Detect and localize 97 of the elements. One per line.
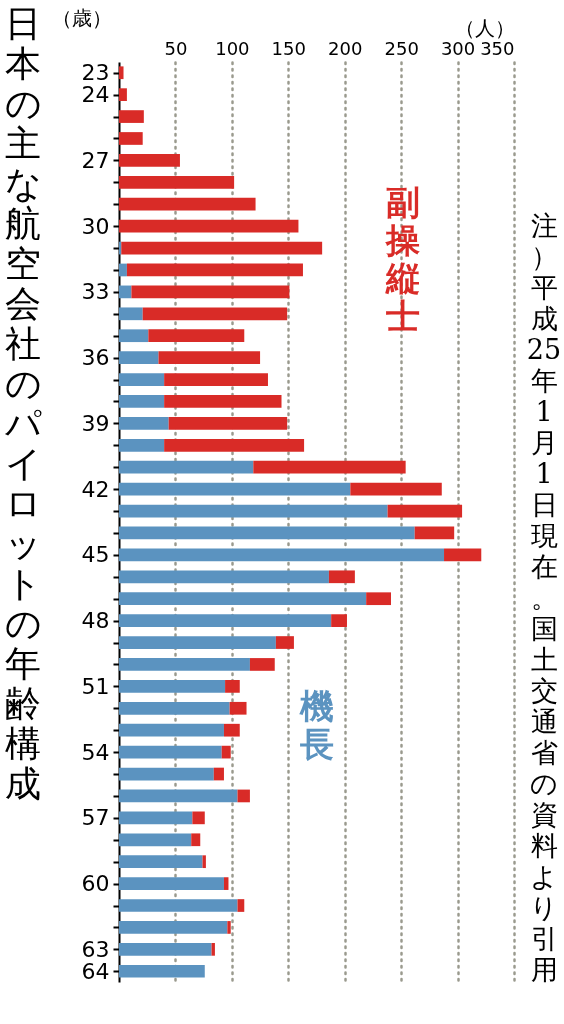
bar [119,351,159,364]
y-tick-label: 42 [81,476,110,502]
y-tick-label: 27 [81,147,110,173]
bar [119,592,367,606]
bar [119,175,235,189]
bar [227,921,231,934]
bar [148,329,245,343]
bar [249,658,275,671]
bar [275,636,294,649]
y-tick-label: 36 [81,345,110,371]
y-tick-label: 51 [81,673,110,699]
bar [119,482,351,496]
bar [119,417,169,430]
bar [119,395,165,408]
chart-title: 日本の主な航空会社のパイロットの年齢構成 [4,3,42,804]
series-label: 副操縦士 [385,182,421,337]
bar [119,877,224,890]
bar [119,899,238,912]
bar [119,658,250,671]
y-tick-label: 39 [81,410,110,436]
bar [444,548,482,562]
bar [414,526,455,540]
bar [237,899,245,912]
bar [168,417,288,430]
y-tick-label: 45 [81,542,110,568]
bar [164,395,282,408]
bar [191,833,201,847]
y-tick-label: 60 [81,871,110,897]
bar [223,723,240,737]
bar [119,636,276,649]
bar [158,351,261,364]
bar [119,680,226,693]
bar [253,460,406,474]
bar [131,285,290,299]
bar [119,833,192,847]
bar [119,132,143,145]
x-tick-label: 200 [328,37,363,59]
bar [119,110,144,123]
bar [119,921,228,934]
bar [119,767,214,781]
bar [202,855,206,869]
bar [223,877,229,890]
bar [164,438,305,452]
bar [119,745,222,759]
x-tick-label: 250 [384,37,419,59]
bar [119,504,388,518]
bar [119,942,212,956]
bar [119,373,165,386]
bar [119,723,224,737]
bar [119,88,127,102]
y-tick-label: 48 [81,608,110,634]
bar [119,197,256,211]
bar [142,307,288,321]
bar [328,570,355,584]
bar [119,811,193,825]
bar [119,285,132,299]
bar [387,504,463,518]
bar [119,789,238,803]
bar [331,614,347,627]
bar [119,263,127,277]
bar [225,680,240,693]
bar [211,942,215,956]
y-tick-label: 33 [81,279,110,305]
bar [119,855,203,869]
bar [119,614,332,627]
x-axis-title: （人） [454,15,515,40]
bar [119,460,254,474]
bar [126,263,303,277]
bar [221,745,231,759]
bar [229,701,247,715]
bar [366,592,391,606]
y-axis-title: （歳） [51,5,112,30]
x-tick-label: 100 [215,37,250,59]
bar [119,548,445,562]
bar [192,811,205,825]
bar [164,373,268,386]
series-label: 機長 [298,686,334,765]
bar [119,964,205,978]
x-tick-label: 50 [164,37,188,59]
bar [119,154,180,167]
bar [119,570,329,584]
bar [119,219,299,233]
y-tick-label: 57 [81,805,110,831]
bar [237,789,250,803]
bar [119,701,230,715]
text: 注）平成25年1月1日現在。国土交通省の資料より引用 [526,210,562,985]
y-tick-label: 30 [81,213,110,239]
y-tick-label: 54 [81,739,110,765]
bar [350,482,442,496]
bar [119,526,415,540]
bar [119,66,124,80]
bar [119,329,149,343]
bar [119,438,165,452]
bar [119,307,143,321]
bar [121,241,323,255]
bar [213,767,224,781]
x-tick-label: 150 [271,37,306,59]
